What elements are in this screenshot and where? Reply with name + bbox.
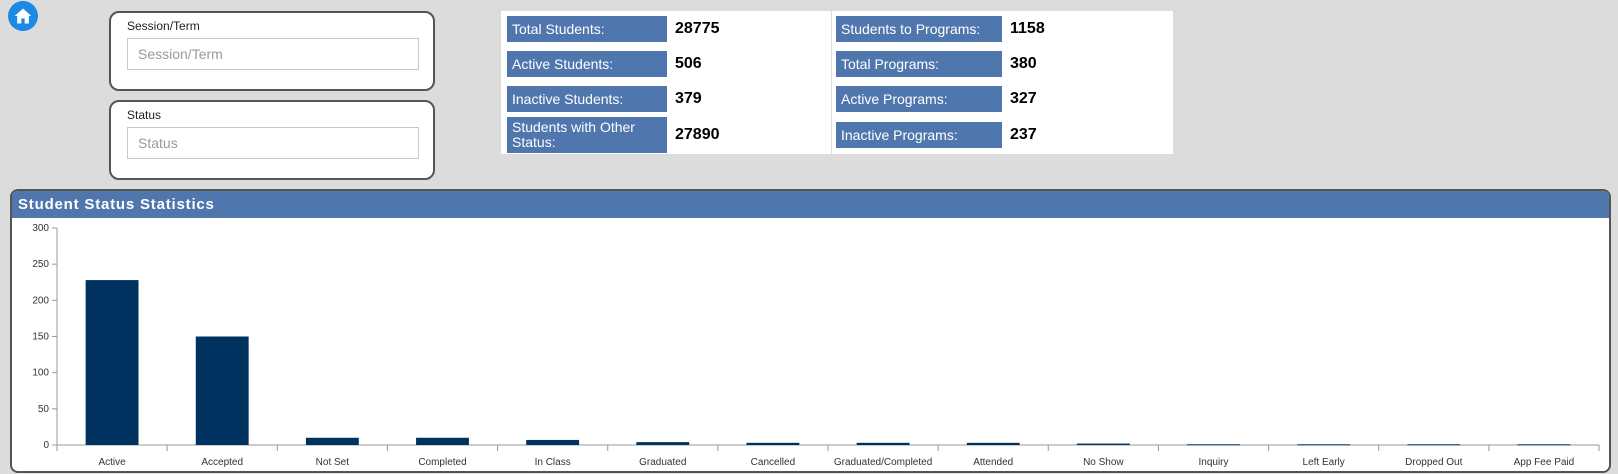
home-icon (14, 8, 32, 24)
bar (195, 336, 249, 445)
y-tick-label: 300 (32, 223, 49, 234)
x-tick-label: Attended (973, 457, 1013, 468)
x-tick-label: Inquiry (1198, 457, 1228, 468)
stat-label: Active Programs: (836, 86, 1002, 112)
x-tick-label: App Fee Paid (1514, 457, 1575, 468)
bar (1187, 444, 1240, 446)
stat-value: 237 (1010, 126, 1037, 143)
x-tick-label: Cancelled (751, 457, 795, 468)
x-tick-label: Graduated/Completed (834, 457, 932, 468)
student-status-chart-card: Student Status Statistics 0 50 100 150 200 25… (10, 189, 1611, 473)
stat-value: 327 (1010, 90, 1037, 107)
stat-value: 28775 (675, 20, 720, 37)
stat-label: Active Students: (507, 51, 667, 77)
x-tick-label: Active (98, 457, 126, 468)
stat-value: 27890 (675, 126, 720, 143)
x-tick-label: Completed (418, 457, 466, 468)
bar (1407, 444, 1461, 446)
y-tick-label: 50 (38, 404, 50, 415)
bar (1297, 444, 1351, 446)
chart-title: Student Status Statistics (12, 191, 1609, 218)
y-tick-label: 150 (32, 332, 49, 343)
x-tick-label: Graduated (639, 457, 686, 468)
status-input[interactable] (127, 127, 419, 159)
bar (1517, 444, 1571, 446)
x-tick-label: Not Set (316, 457, 350, 468)
stat-total-programs: Total Programs: 380 (836, 51, 1037, 77)
bar (856, 442, 910, 445)
home-button[interactable] (8, 1, 38, 31)
stat-inactive-programs: Inactive Programs: 237 (836, 122, 1037, 148)
y-tick-label: 250 (32, 259, 49, 270)
bar (305, 437, 359, 445)
stat-label: Students with Other Status: (507, 117, 667, 153)
stat-label: Inactive Students: (507, 86, 667, 112)
stat-other-status-students: Students with Other Status: 27890 (507, 117, 720, 153)
stat-inactive-students: Inactive Students: 379 (507, 86, 702, 112)
stat-label: Inactive Programs: (836, 122, 1002, 148)
stat-value: 506 (675, 55, 702, 72)
bar (636, 442, 690, 445)
bar (746, 442, 800, 445)
stat-label: Total Students: (507, 16, 667, 42)
stat-active-programs: Active Programs: 327 (836, 86, 1037, 112)
summary-stats-panel: Total Students: 28775 Active Students: 5… (501, 11, 1173, 154)
session-term-label: Session/Term (127, 19, 200, 33)
bar (85, 280, 139, 445)
program-stats: Students to Programs: 1158 Total Program… (831, 11, 1173, 154)
stat-students-to-programs: Students to Programs: 1158 (836, 16, 1045, 42)
x-tick-label: In Class (535, 457, 571, 468)
stat-active-students: Active Students: 506 (507, 51, 702, 77)
stat-value: 379 (675, 90, 702, 107)
bar (526, 439, 580, 445)
stat-value: 1158 (1010, 20, 1045, 37)
stat-total-students: Total Students: 28775 (507, 16, 720, 42)
x-tick-label: Dropped Out (1405, 457, 1462, 468)
y-tick-label: 0 (43, 440, 49, 451)
x-tick-label: Left Early (1303, 457, 1345, 468)
y-tick-label: 100 (32, 368, 49, 379)
x-tick-label: Accepted (201, 457, 243, 468)
session-term-input[interactable] (127, 38, 419, 70)
student-stats: Total Students: 28775 Active Students: 5… (501, 11, 829, 154)
bar (1076, 443, 1130, 445)
status-label: Status (127, 108, 162, 122)
stat-label: Total Programs: (836, 51, 1002, 77)
session-term-filter: Session/Term (109, 11, 435, 91)
x-tick-label: No Show (1083, 457, 1124, 468)
stat-value: 380 (1010, 55, 1037, 72)
y-tick-label: 200 (32, 295, 49, 306)
student-status-bar-chart: 0 50 100 150 200 250 300 Active Accepted Not Set C… (32, 223, 1600, 468)
stat-label: Students to Programs: (836, 16, 1002, 42)
bar (416, 437, 469, 445)
bar (966, 442, 1020, 445)
status-filter: Status (109, 100, 435, 180)
